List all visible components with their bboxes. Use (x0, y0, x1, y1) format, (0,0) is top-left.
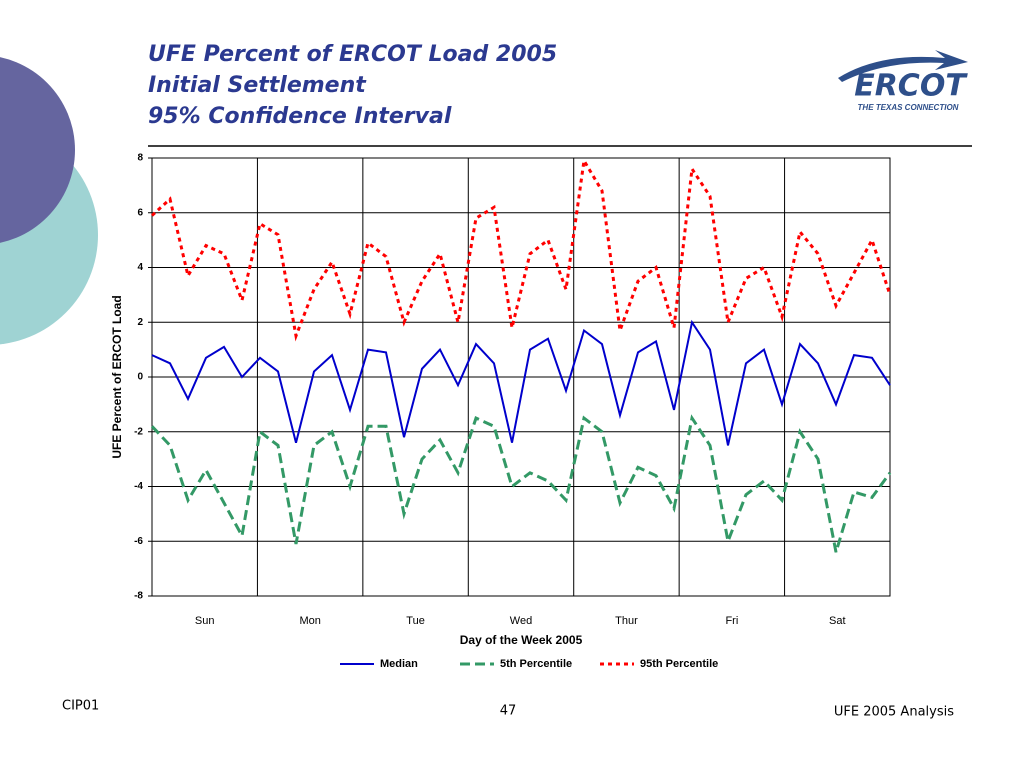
y-tick-label: 8 (137, 153, 143, 164)
x-tick-label: Fri (725, 615, 738, 627)
x-axis-label: Day of the Week 2005 (460, 633, 583, 647)
plot: -8 -6 -4 -2 0 2 4 6 8 Sun Mon Tue Wed Thur Fri Sat Day o… (110, 153, 892, 670)
y-tick-label: 4 (137, 262, 143, 273)
series-line (150, 414, 892, 553)
series-line (150, 156, 892, 342)
footer-right: UFE 2005 Analysis (834, 705, 954, 720)
page-number: 47 (500, 704, 517, 719)
y-tick-label: -2 (134, 426, 143, 437)
logo-name: ERCOT (854, 69, 968, 104)
y-tick-label: 2 (137, 317, 143, 328)
legend-label: 95th Percentile (640, 658, 718, 670)
logo-swoosh (838, 50, 968, 82)
legend-label: 5th Percentile (500, 658, 572, 670)
x-tick-label: Mon (299, 615, 320, 627)
y-tick-label: -6 (134, 536, 143, 547)
slide-title: UFE Percent of ERCOT Load 2005 (148, 42, 557, 67)
y-tick-label: -8 (134, 591, 143, 602)
y-tick-label: 6 (137, 207, 143, 218)
series-line (151, 319, 891, 446)
slide-title: 95% Confidence Interval (148, 104, 452, 129)
footer-left: CIP01 (62, 699, 99, 714)
x-tick-label: Thur (615, 615, 638, 627)
legend-label: Median (380, 658, 418, 670)
y-tick-label: -4 (134, 481, 143, 492)
logo-tagline: THE TEXAS CONNECTION (858, 103, 959, 112)
y-tick-label: 0 (137, 372, 143, 383)
x-tick-label: Sat (829, 615, 846, 627)
slide-title: Initial Settlement (148, 73, 367, 98)
decor-circle (0, 57, 75, 243)
x-tick-label: Wed (510, 615, 532, 627)
x-tick-label: Sun (195, 615, 215, 627)
x-tick-label: Tue (406, 615, 425, 627)
y-axis-label: UFE Percent of ERCOT Load (110, 295, 124, 458)
